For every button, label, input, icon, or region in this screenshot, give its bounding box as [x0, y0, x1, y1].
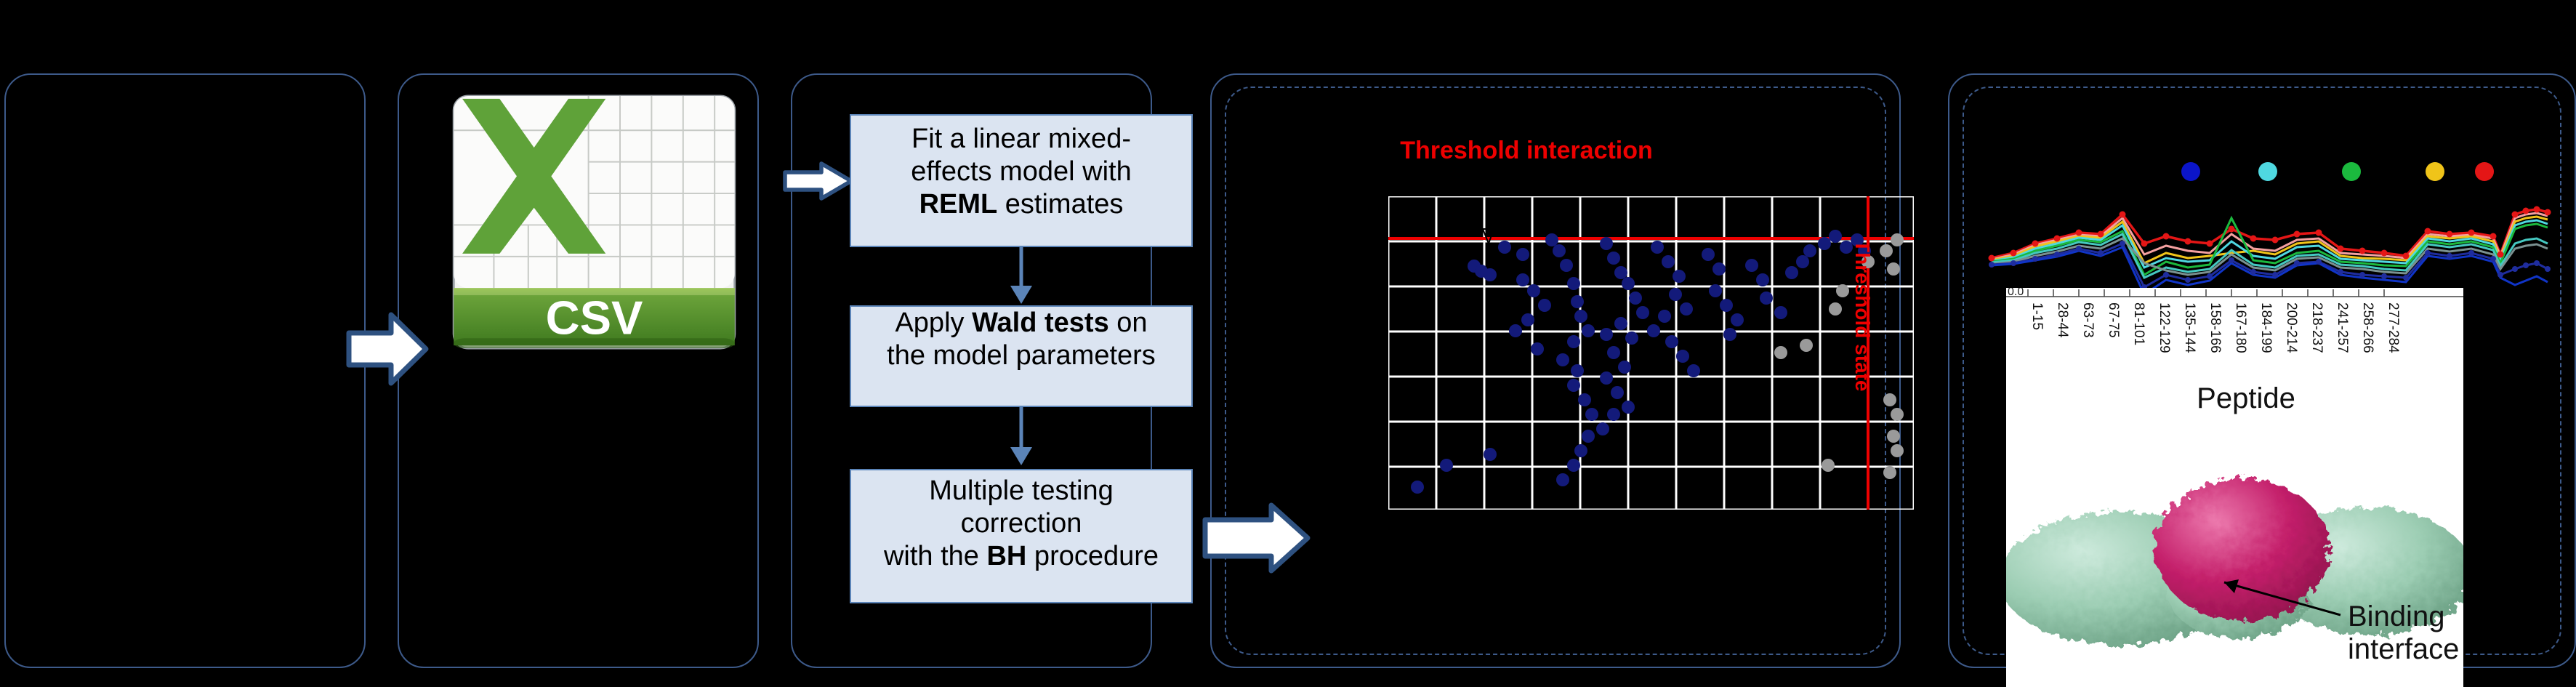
- svg-text:67-75: 67-75: [2106, 302, 2121, 338]
- svg-text:CSV: CSV: [546, 291, 643, 344]
- svg-text:277-284: 277-284: [2386, 302, 2401, 353]
- svg-text:81-101: 81-101: [2131, 302, 2146, 345]
- svg-text:122-129: 122-129: [2157, 302, 2172, 353]
- svg-text:200-214: 200-214: [2284, 302, 2299, 353]
- svg-text:0.0: 0.0: [2008, 288, 2024, 298]
- svg-text:184-199: 184-199: [2258, 302, 2274, 353]
- svg-text:158-166: 158-166: [2207, 302, 2223, 353]
- svg-text:63-73: 63-73: [2080, 302, 2096, 338]
- svg-text:1-15: 1-15: [2029, 302, 2045, 330]
- svg-text:28-44: 28-44: [2055, 302, 2070, 338]
- svg-text:241-257: 241-257: [2335, 302, 2350, 353]
- svg-text:167-180: 167-180: [2233, 302, 2248, 353]
- svg-text:258-266: 258-266: [2360, 302, 2375, 353]
- svg-text:218-237: 218-237: [2309, 302, 2325, 353]
- svg-text:135-144: 135-144: [2182, 302, 2197, 353]
- svg-text:interface: interface: [2348, 633, 2459, 665]
- svg-text:Binding: Binding: [2348, 600, 2444, 632]
